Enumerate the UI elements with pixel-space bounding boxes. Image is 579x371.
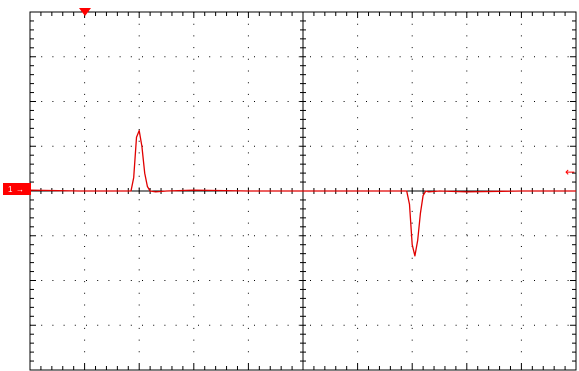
channel-1-trace — [29, 129, 576, 257]
channel-1-marker[interactable] — [3, 183, 31, 195]
trace-layer — [29, 129, 576, 257]
trigger-level-arrow-icon[interactable]: ← — [565, 165, 575, 179]
markers: 1 → ← — [3, 8, 575, 195]
trigger-position-marker-icon[interactable] — [79, 8, 91, 16]
channel-1-marker-arrow: → — [16, 185, 24, 194]
channel-1-marker-label: 1 — [8, 185, 13, 194]
